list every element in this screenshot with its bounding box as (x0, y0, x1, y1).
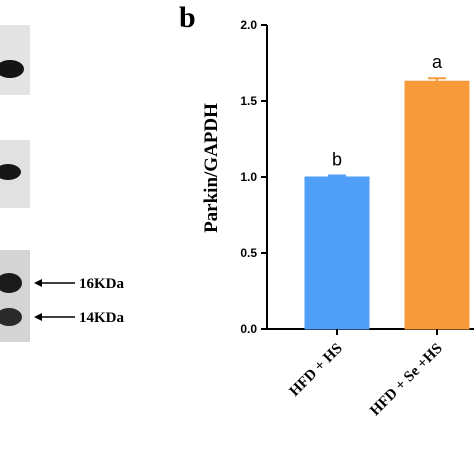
y-axis-label: Parkin/GAPDH (201, 103, 222, 233)
blot-strip-bottom (0, 250, 30, 342)
blot-strip-top (0, 25, 30, 95)
y-tick-label: 0.0 (240, 322, 257, 336)
marker-arrowhead (34, 313, 42, 321)
y-tick-label: 1.5 (240, 94, 257, 108)
significance-label: b (332, 149, 342, 169)
marker-arrowhead (34, 279, 42, 287)
y-tick-label: 2.0 (240, 18, 257, 32)
bar (304, 176, 370, 330)
marker-label-14kda: 14KDa (79, 310, 125, 326)
bar (404, 80, 470, 330)
panel-letter: b (179, 1, 196, 34)
blot-band (0, 164, 21, 180)
blot-band (0, 273, 22, 293)
y-tick-label: 1.0 (240, 170, 257, 184)
marker-label-16kda: 16KDa (79, 276, 125, 292)
y-tick-label: 0.5 (240, 246, 257, 260)
western-blot-panel: 16KDa 14KDa (0, 25, 125, 342)
blot-band (0, 60, 24, 78)
bar-chart: 0.0 0.5 1.0 1.5 2.0 b HFD + HS a HFD + Se +HS (240, 18, 474, 419)
category-label: HFD + Se +HS (367, 341, 446, 420)
blot-band (0, 308, 22, 326)
category-label: HFD + HS (287, 341, 346, 400)
significance-label: a (432, 52, 443, 72)
